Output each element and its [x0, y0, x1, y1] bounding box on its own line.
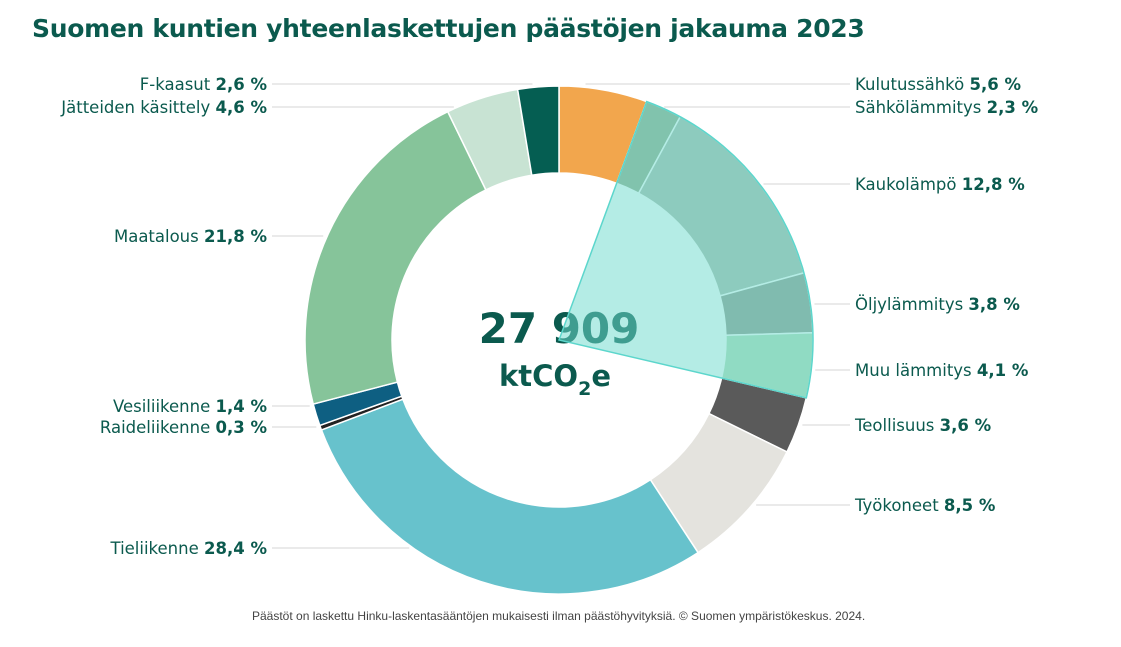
slice-label: Maatalous 21,8 % — [114, 227, 267, 246]
slice-10 — [304, 110, 487, 405]
slice-label: Jätteiden käsittely 4,6 % — [60, 98, 267, 117]
slice-label: Työkoneet 8,5 % — [854, 496, 996, 515]
slice-label: Sähkölämmitys 2,3 % — [855, 98, 1039, 117]
slice-label: Kulutussähkö 5,6 % — [855, 75, 1021, 94]
slice-label: Öljylämmitys 3,8 % — [855, 295, 1020, 314]
slice-12 — [516, 85, 560, 177]
footnote: Päästöt on laskettu Hinku-laskentasääntö… — [252, 609, 866, 623]
highlight-wedge — [558, 100, 814, 399]
slice-7 — [320, 398, 700, 595]
chart-title: Suomen kuntien yhteenlaskettujen päästöj… — [32, 14, 865, 43]
slice-label: Teollisuus 3,6 % — [854, 416, 992, 435]
slice-label: Tieliikenne 28,4 % — [110, 539, 268, 558]
slice-label: Kaukolämpö 12,8 % — [855, 175, 1025, 194]
slice-labels: Kulutussähkö 5,6 % Sähkölämmitys 2,3 % Kau… — [60, 75, 1038, 558]
slice-label: F-kaasut 2,6 % — [140, 75, 268, 94]
slice-label: Muu lämmitys 4,1 % — [855, 361, 1029, 380]
center-unit: ktCO2e — [499, 359, 611, 400]
leader-lines — [272, 83, 850, 549]
slice-label: Vesiliikenne 1,4 % — [113, 397, 268, 416]
heating-highlight — [558, 100, 814, 399]
slice-label: Raideliikenne 0,3 % — [100, 418, 268, 437]
